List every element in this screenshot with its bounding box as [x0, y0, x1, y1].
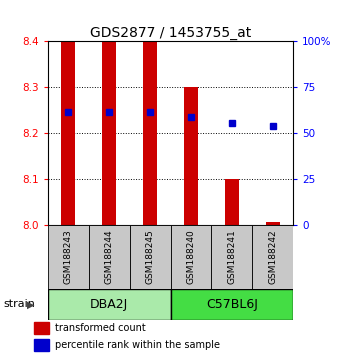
Text: GSM188243: GSM188243 — [64, 229, 73, 284]
Bar — [34, 338, 49, 350]
Text: GSM188240: GSM188240 — [187, 229, 195, 284]
Bar — [225, 179, 239, 225]
Text: GSM188245: GSM188245 — [146, 229, 154, 284]
FancyBboxPatch shape — [252, 225, 293, 289]
Bar — [61, 41, 75, 225]
FancyBboxPatch shape — [48, 225, 89, 289]
FancyBboxPatch shape — [89, 225, 130, 289]
Bar — [184, 87, 198, 225]
FancyBboxPatch shape — [170, 225, 211, 289]
Text: transformed count: transformed count — [55, 323, 146, 333]
Text: GSM188244: GSM188244 — [105, 229, 114, 284]
FancyBboxPatch shape — [170, 289, 293, 320]
Bar — [266, 222, 280, 225]
Bar — [34, 322, 49, 334]
FancyBboxPatch shape — [48, 289, 170, 320]
Text: C57BL6J: C57BL6J — [206, 298, 258, 311]
Text: DBA2J: DBA2J — [90, 298, 128, 311]
Text: strain: strain — [3, 299, 35, 309]
Title: GDS2877 / 1453755_at: GDS2877 / 1453755_at — [90, 26, 251, 40]
FancyBboxPatch shape — [211, 225, 252, 289]
Text: ▶: ▶ — [27, 299, 34, 309]
FancyBboxPatch shape — [130, 225, 170, 289]
Bar — [102, 41, 116, 225]
Text: percentile rank within the sample: percentile rank within the sample — [55, 339, 220, 350]
Bar — [143, 41, 157, 225]
Text: GSM188242: GSM188242 — [268, 229, 277, 284]
Text: GSM188241: GSM188241 — [227, 229, 236, 284]
